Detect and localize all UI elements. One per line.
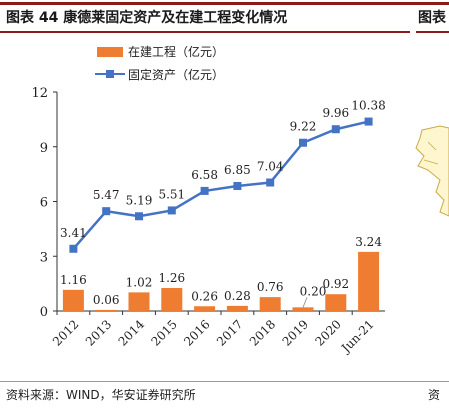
- bar: [161, 288, 183, 311]
- title-underline: [0, 31, 410, 33]
- legend: 在建工程（亿元） 固定资产（亿元）: [95, 44, 224, 82]
- line-point: [167, 206, 176, 215]
- chart: 在建工程（亿元） 固定资产（亿元） 0 3 6 9 12 2012 2013 2014 2015…: [31, 44, 386, 357]
- bar-value-label: 1.26: [158, 271, 185, 285]
- bar-value-label: 0.92: [322, 277, 349, 291]
- bar: [128, 292, 150, 311]
- bar-value-label: 1.16: [60, 273, 87, 287]
- legend-line-marker: [106, 70, 114, 78]
- title-underline-right: [416, 31, 449, 33]
- source-note-right: 资: [428, 388, 441, 402]
- x-tick-label: 2015: [148, 317, 179, 348]
- bar-value-label: 0.06: [93, 293, 120, 307]
- legend-line-label: 固定资产（亿元）: [128, 67, 224, 82]
- line-value-label: 3.41: [60, 226, 87, 240]
- bars: [62, 251, 380, 311]
- legend-bar-swatch: [97, 47, 123, 57]
- line-value-label: 5.51: [158, 187, 185, 201]
- line-path: [72, 120, 369, 250]
- bar-value-label: 0.20: [300, 284, 327, 298]
- line-point: [200, 186, 209, 195]
- line-point: [102, 207, 111, 216]
- bar: [358, 251, 380, 311]
- x-tick-label: 2017: [214, 317, 245, 348]
- bar-value-label: 0.28: [224, 289, 251, 303]
- line-point: [266, 178, 275, 187]
- y-tick-label: 0: [40, 305, 48, 320]
- source-note: 资料来源：WIND，华安证券研究所: [6, 388, 196, 402]
- x-tick-label: 2019: [280, 317, 311, 348]
- line-value-label: 5.19: [126, 193, 153, 207]
- figure-title: 图表 44 康德莱固定资产及在建工程变化情况: [6, 10, 288, 26]
- x-tick-label: 2018: [247, 317, 278, 348]
- bar: [292, 307, 314, 311]
- x-tick-label: 2012: [50, 317, 81, 348]
- line-value-label: 7.04: [257, 160, 284, 174]
- footer-rule: [0, 381, 449, 382]
- x-tick-label: 2014: [116, 317, 148, 349]
- bar: [325, 294, 347, 311]
- bar-value-label: 1.02: [126, 275, 153, 289]
- line-value-label: 9.22: [290, 120, 317, 134]
- y-tick-label: 9: [40, 141, 48, 156]
- line-value-label: 6.85: [224, 163, 251, 177]
- bar-value-label: 3.24: [355, 235, 382, 249]
- line-series: [69, 117, 373, 253]
- y-tick-label: 12: [31, 86, 48, 101]
- data-labels: 1.16 0.06 1.02 1.26 0.26 0.28 0.76 0.200.92 3.24…: [60, 99, 386, 308]
- line-point: [69, 244, 78, 253]
- bar-label-leader: [302, 297, 308, 308]
- bar: [95, 309, 117, 311]
- line-point: [135, 212, 143, 221]
- line-value-label: 10.38: [351, 99, 385, 113]
- map-thumbnail: [415, 125, 449, 217]
- bar: [62, 289, 84, 311]
- y-tick-label: 6: [40, 196, 48, 211]
- line-point: [233, 181, 242, 190]
- x-tick-label: 2013: [83, 317, 114, 348]
- line-point: [331, 125, 340, 134]
- header-top-rule: [0, 2, 449, 5]
- bar-value-label: 0.26: [191, 289, 218, 303]
- bar: [194, 306, 216, 311]
- bar-value-label: 0.76: [257, 280, 284, 294]
- bar: [226, 305, 248, 311]
- figure-title-right: 图表: [418, 10, 446, 26]
- x-tick-label: Jun-21: [337, 317, 376, 356]
- line-value-label: 6.58: [191, 168, 218, 182]
- line-value-label: 9.96: [322, 106, 349, 120]
- line-point: [364, 117, 373, 126]
- bar: [259, 297, 281, 311]
- line-value-label: 5.47: [93, 188, 120, 202]
- legend-bar-label: 在建工程（亿元）: [128, 44, 224, 59]
- line-point: [299, 138, 307, 147]
- x-tick-label: 2016: [181, 317, 212, 348]
- y-tick-label: 3: [40, 250, 48, 265]
